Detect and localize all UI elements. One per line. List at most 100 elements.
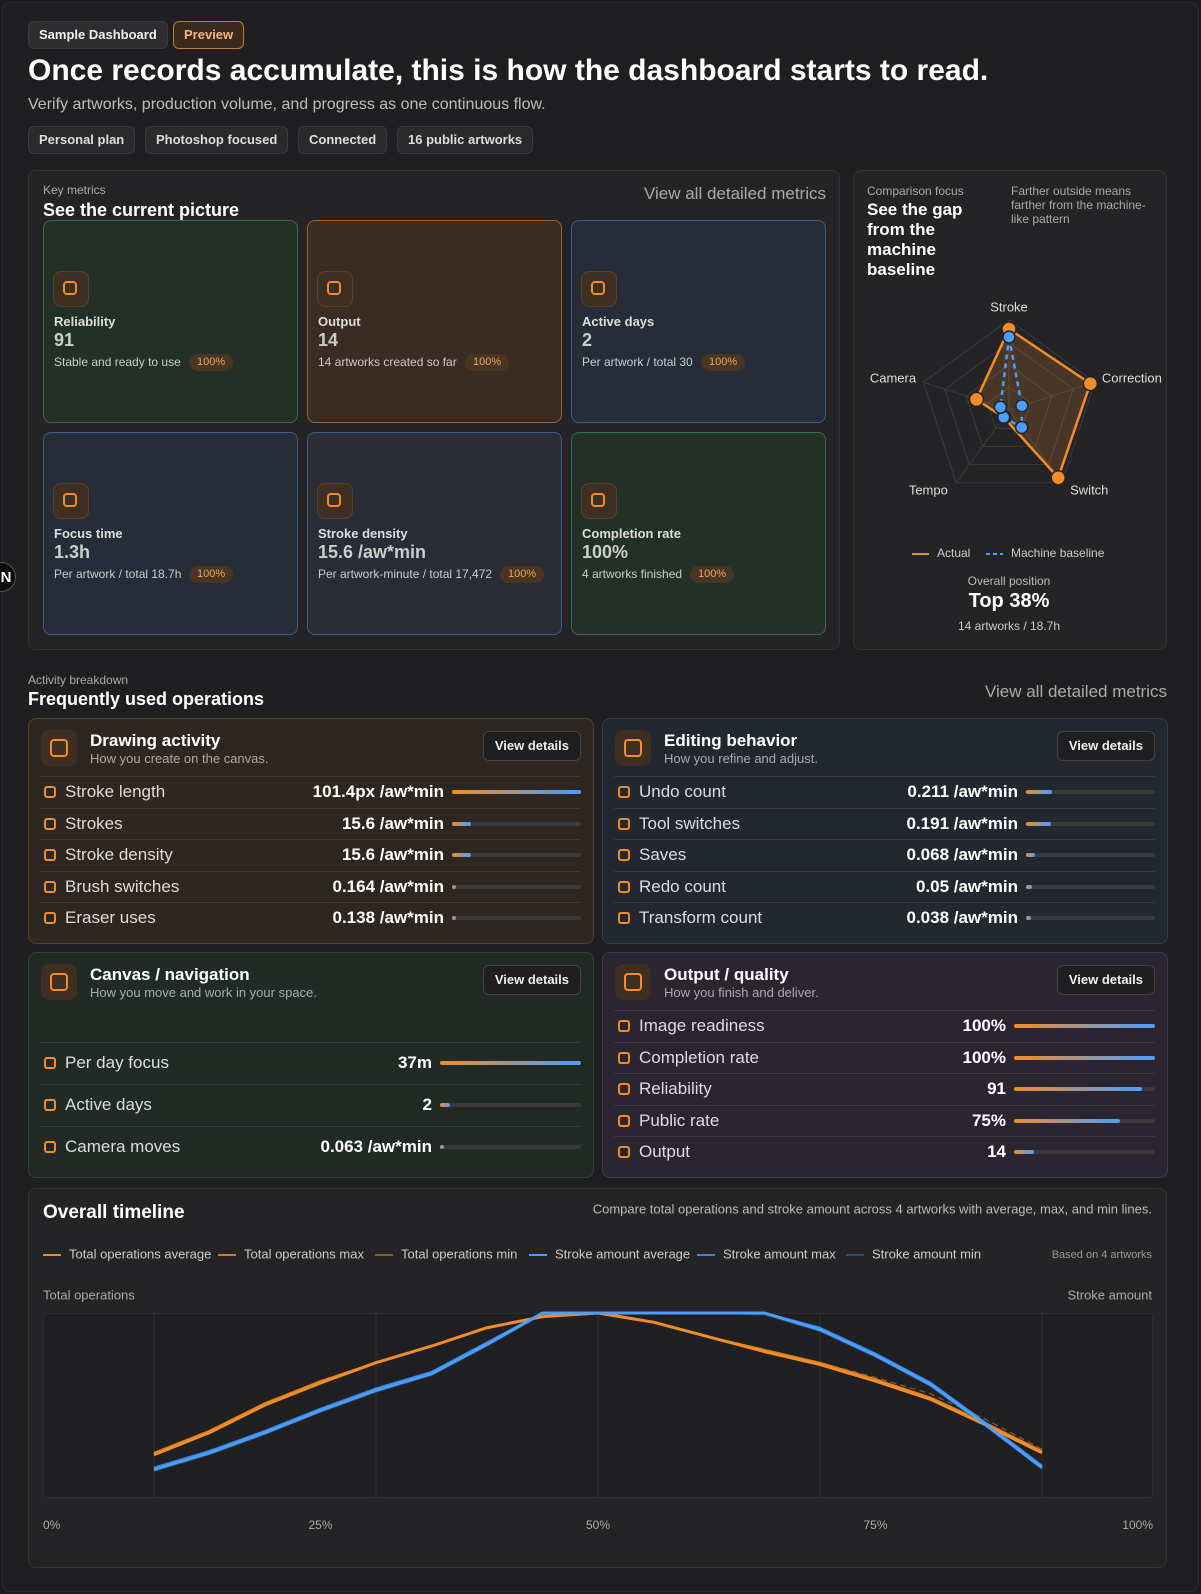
y-axis-label: Total operations [43, 1287, 135, 1302]
radar-point [1082, 375, 1099, 392]
row-icon [44, 817, 56, 830]
panel-subtitle: How you move and work in your space. [90, 985, 317, 1000]
metric-note: 4 artworks finished [582, 567, 683, 581]
tag: 16 public artworks [397, 126, 534, 154]
row-divider [40, 776, 581, 778]
view-details-button[interactable]: View details [1056, 965, 1155, 995]
panel-icon [41, 964, 77, 1000]
badge-preview: Preview [173, 21, 245, 49]
metric-card [307, 220, 562, 423]
bar [452, 916, 456, 920]
metric-name: Active days [582, 314, 655, 329]
comparison-note: Farther outside means farther from the m… [1011, 184, 1146, 226]
legend-label: Stroke amount average [555, 1246, 690, 1261]
metric-icon [581, 271, 617, 307]
bar [452, 853, 472, 857]
row-value: 0.138 /aw*min [332, 908, 444, 927]
metric-value: 100% [582, 542, 629, 562]
bar [1026, 884, 1033, 889]
row-value: 2 [422, 1095, 432, 1114]
row-divider [40, 902, 581, 904]
row-label: Transform count [639, 908, 763, 927]
bar-track [452, 884, 581, 889]
overall-sub: 14 artworks / 18.7h [957, 619, 1061, 633]
icon-glyph [591, 281, 605, 295]
bar [452, 884, 456, 889]
metric-name: Stroke density [318, 526, 408, 541]
section-label: Key metrics [43, 183, 106, 197]
tag: Photoshop focused [145, 126, 289, 154]
view-details-button[interactable]: View details [482, 965, 581, 995]
metric-icon [317, 271, 353, 307]
view-details-button[interactable]: View details [1056, 731, 1155, 761]
metric-name: Reliability [54, 314, 116, 329]
bar-track [1014, 1150, 1155, 1154]
bar [1014, 1024, 1155, 1028]
row-divider [40, 1042, 581, 1043]
row-divider [40, 870, 581, 872]
radar-point [1014, 420, 1029, 435]
row-divider [614, 776, 1155, 778]
x-tick-label: 0% [43, 1518, 61, 1532]
metric-value: 14 [318, 330, 339, 350]
metric-card [43, 220, 298, 423]
legend-label: Stroke amount min [872, 1246, 981, 1261]
tag: Connected [298, 126, 388, 154]
section-title: Frequently used operations [28, 689, 265, 709]
tag: Personal plan [28, 126, 136, 154]
row-icon [44, 880, 56, 893]
metric-value: 1.3h [54, 542, 91, 562]
row-divider [614, 1104, 1155, 1106]
row-divider [614, 902, 1155, 904]
bar [1026, 790, 1052, 794]
metric-note: Per artwork / total 18.7h [54, 567, 182, 581]
bar-track [1026, 790, 1155, 794]
page-title: Once records accumulate, this is how the… [28, 54, 989, 87]
radar-point [968, 391, 985, 408]
link[interactable]: View all detailed metrics [643, 184, 826, 203]
metric-icon [317, 483, 353, 519]
panel-title: Output / quality [664, 965, 789, 984]
section-title: See the gap from the machine baseline [867, 200, 963, 279]
link[interactable]: View all detailed metrics [984, 682, 1167, 701]
chart-note: Based on 4 artworks [1052, 1249, 1153, 1261]
row-label: Reliability [639, 1079, 712, 1098]
row-value: 0.063 /aw*min [320, 1137, 432, 1156]
metric-value: 15.6 /aw*min [318, 542, 427, 562]
row-divider [40, 1126, 581, 1127]
section-label: Activity breakdown [28, 673, 129, 687]
row-label: Eraser uses [65, 908, 156, 927]
panel-subtitle: How you refine and adjust. [664, 751, 818, 766]
panel-title: Editing behavior [664, 731, 798, 750]
metric-badge: 100% [465, 354, 510, 371]
metric-icon [53, 483, 89, 519]
row-label: Per day focus [65, 1053, 169, 1072]
radar-ring [987, 386, 1031, 429]
row-icon [618, 786, 630, 798]
radar-area [999, 336, 1024, 430]
row-value: 0.038 /aw*min [906, 908, 1018, 927]
metric-name: Output [318, 314, 361, 329]
bar-track [1026, 821, 1155, 826]
bar [1026, 853, 1036, 857]
legend-label: Total operations average [69, 1246, 211, 1261]
radar-point [993, 400, 1008, 414]
row-label: Undo count [639, 782, 726, 801]
radar-ring [965, 364, 1053, 447]
view-details-button[interactable]: View details [482, 731, 581, 761]
legend-label: Total operations min [401, 1246, 517, 1261]
row-label: Image readiness [639, 1016, 765, 1035]
metric-note: Per artwork-minute / total 17,472 [318, 567, 493, 581]
icon-glyph [591, 493, 605, 507]
metric-note: 14 artworks created so far [318, 355, 457, 369]
row-label: Camera moves [65, 1137, 181, 1156]
row-icon [44, 912, 56, 924]
row-value: 100% [962, 1016, 1006, 1035]
row-icon [618, 880, 630, 893]
bar-track [1026, 853, 1155, 857]
radar-axis-label: Switch [1070, 482, 1108, 497]
x-tick-label: 25% [308, 1518, 332, 1532]
metric-value: 91 [54, 330, 75, 350]
panel-subtitle: How you finish and deliver. [664, 985, 819, 1000]
